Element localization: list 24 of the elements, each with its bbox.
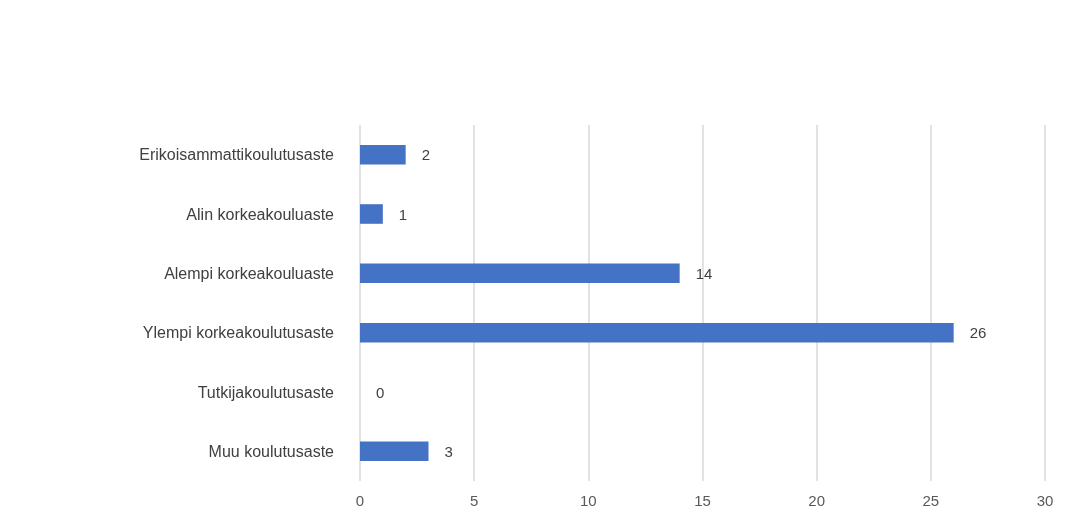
x-tick-label: 15 bbox=[694, 492, 711, 509]
bar bbox=[360, 144, 406, 165]
x-tick-label: 0 bbox=[355, 492, 365, 509]
x-tick-label: 30 bbox=[1036, 492, 1054, 509]
y-tick-label: Alin korkeakouluaste bbox=[186, 205, 335, 223]
y-tick-label: Muu koulutusaste bbox=[208, 442, 335, 460]
x-tick-label: 25 bbox=[922, 492, 940, 509]
x-tick-label: 20 bbox=[808, 492, 826, 509]
x-tick-label: 5 bbox=[469, 492, 479, 509]
data-label: 3 bbox=[444, 442, 453, 460]
data-label: 26 bbox=[969, 324, 987, 342]
data-label: 2 bbox=[421, 146, 431, 164]
data-label: 14 bbox=[695, 264, 713, 282]
y-tick-label: Erikoisammattikoulutusaste bbox=[139, 146, 335, 164]
data-label: 0 bbox=[376, 383, 385, 401]
x-tick-label: 10 bbox=[579, 492, 597, 509]
bar bbox=[360, 263, 680, 284]
data-label: 1 bbox=[398, 205, 408, 223]
y-tick-label: Ylempi korkeakoulutusaste bbox=[142, 324, 335, 342]
bar bbox=[360, 441, 429, 462]
y-tick-label: Tutkijakoulutusaste bbox=[197, 383, 335, 401]
bar bbox=[360, 204, 383, 224]
y-tick-label: Alempi korkeakouluaste bbox=[164, 264, 335, 282]
bar bbox=[360, 322, 954, 343]
